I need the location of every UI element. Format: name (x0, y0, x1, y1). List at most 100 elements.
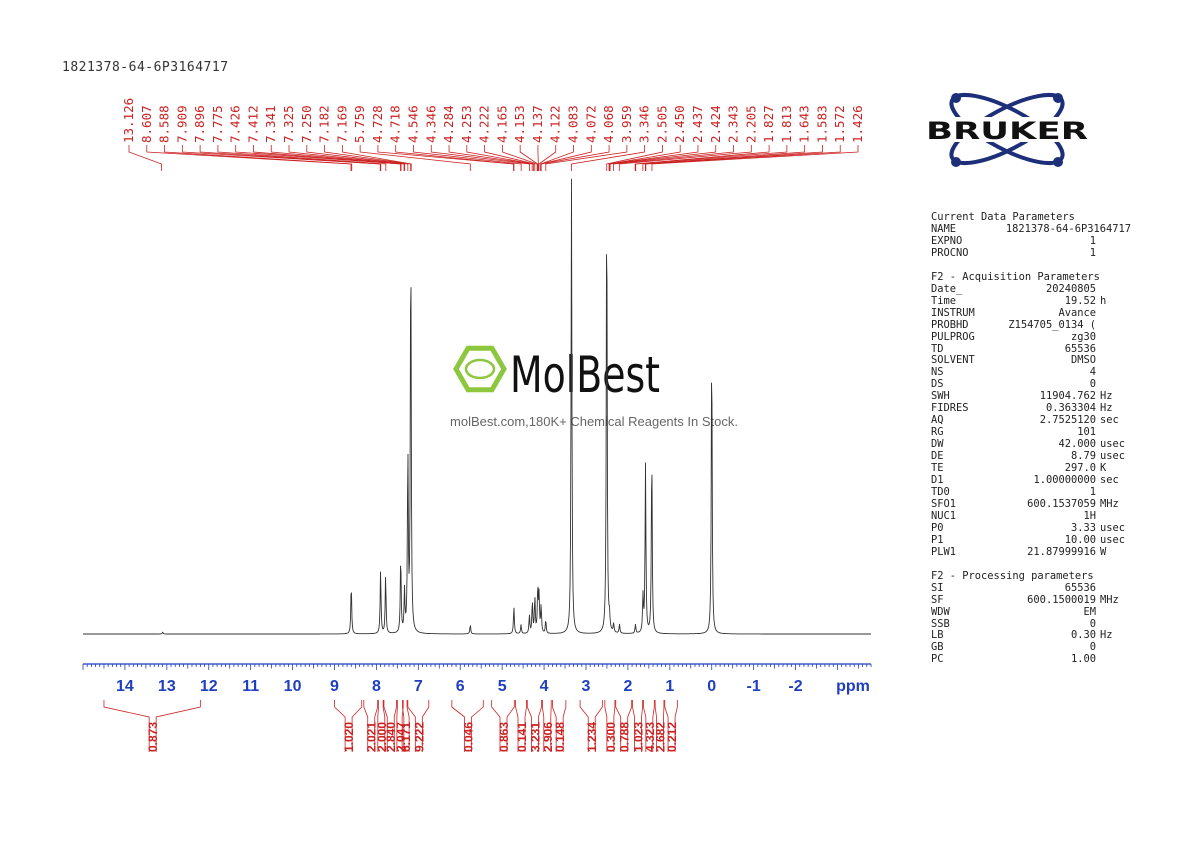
param-row-expno: EXPNO 1 (931, 235, 1131, 248)
peak-label: 7.909 (174, 105, 189, 143)
peak-label: 7.182 (317, 105, 332, 143)
integral-label: 1.020 (342, 722, 356, 752)
molbest-watermark: MolBest molBest.com,180K+ Chemical Reagen… (450, 345, 738, 429)
peak-connector (128, 145, 162, 171)
integral-label: 0.141 (515, 722, 529, 752)
current-params-list: NAME 1821378-64-6P3164717 EXPNO 1 PROCNO 1 (931, 223, 1131, 260)
integral-bracket (604, 700, 608, 752)
bruker-electron-icon (1053, 157, 1063, 167)
param-value: 1H (1083, 509, 1096, 522)
param-unit: sec (1100, 474, 1119, 487)
peak-connector (540, 145, 574, 171)
param-value: 4 (1089, 366, 1096, 379)
bruker-text-bg (925, 117, 1090, 142)
param-key: TE (931, 462, 944, 475)
peak-label: 7.325 (281, 105, 296, 143)
acquisition-params-list: Date_ 20240805 Time 19.52 h INSTRUM Avance PROB… (931, 283, 1131, 559)
param-row-lb: LB 0.30 Hz (931, 630, 1131, 642)
param-key: P0 (931, 521, 944, 534)
x-tick-label: 14 (116, 678, 134, 695)
peak-connector (288, 145, 406, 171)
param-unit: usec (1100, 450, 1126, 463)
integral-bracket (401, 700, 405, 752)
peak-connector (609, 145, 699, 171)
param-key: DS (931, 378, 944, 391)
param-row-ns: NS 4 (931, 366, 1131, 379)
x-tick-label: 3 (582, 678, 591, 695)
integral-bracket (407, 700, 416, 752)
param-value: 11904.762 (1039, 390, 1096, 403)
x-tick-label: 6 (456, 678, 465, 695)
integral-label: 0.873 (146, 722, 160, 752)
peak-label: 1.426 (850, 105, 865, 143)
param-value: DMSO (1070, 354, 1096, 367)
param-key: PULPROG (931, 330, 975, 343)
param-value: 0 (1089, 378, 1096, 391)
peak-label: 5.759 (352, 105, 367, 143)
param-key: INSTRUM (931, 306, 975, 319)
peak-label: 7.250 (299, 105, 314, 143)
param-value: 1.00 (1070, 653, 1096, 666)
x-tick-label: 10 (284, 678, 302, 695)
param-unit: usec (1100, 438, 1126, 451)
param-row-td0: TD0 1 (931, 486, 1131, 499)
param-value: 19.52 (1064, 294, 1096, 307)
peak-connector (448, 145, 533, 171)
x-axis-title: ppm (836, 678, 870, 695)
peak-connector (651, 145, 859, 171)
peak-connector (324, 145, 412, 171)
integral-bracket (515, 700, 519, 752)
param-key: PC (931, 653, 944, 666)
param-unit: K (1100, 462, 1107, 475)
param-row-ds: DS 0 (931, 378, 1131, 391)
peak-label: 13.126 (121, 98, 136, 143)
integral-bracket (643, 700, 647, 752)
peak-connector (217, 145, 387, 171)
x-tick-label: -2 (788, 678, 802, 695)
spectrum-line (83, 178, 871, 635)
integral-bracket (155, 700, 201, 752)
param-row-de: DE 8.79 usec (931, 450, 1131, 463)
integral-bracket (421, 700, 430, 752)
param-key: P1 (931, 533, 944, 546)
peak-label: 4.284 (441, 105, 456, 143)
peak-label: 8.607 (139, 105, 154, 143)
peak-connector (501, 145, 538, 171)
parameters-panel: Current Data Parameters NAME 1821378-64-6… (931, 211, 1131, 666)
integral-bracket (664, 700, 669, 752)
param-key: PROCNO (931, 246, 969, 259)
param-row-p1: P1 10.00 usec (931, 533, 1131, 547)
peak-connector (181, 145, 381, 171)
peak-label: 4.137 (530, 105, 545, 143)
integral-bracket (632, 700, 635, 752)
molbest-hexagon-icon (453, 345, 507, 393)
param-value: 3.33 (1070, 521, 1096, 534)
param-row-gb: GB 0 (931, 641, 1131, 654)
param-row-td: TD 65536 (931, 342, 1131, 356)
peak-label: 4.718 (388, 105, 403, 143)
current-params-title: Current Data Parameters (931, 211, 1075, 223)
peak-connector (606, 145, 663, 171)
param-row-p0: P0 3.33 usec (931, 521, 1131, 535)
integral-bracket (471, 700, 484, 752)
integral-bracket (538, 700, 542, 752)
bruker-electron-icon (951, 157, 961, 167)
integral-bracket (393, 700, 397, 752)
param-value: EM (1083, 605, 1096, 618)
integral-label: 2.047 (394, 722, 408, 752)
param-value: 1.00000000 (1033, 474, 1096, 487)
param-unit: W (1100, 545, 1107, 558)
param-key: SF (931, 593, 944, 606)
integral-bracket (351, 700, 363, 752)
x-tick-label: 8 (372, 678, 381, 695)
param-value: 42.000 (1058, 438, 1096, 451)
integral-label: 3.231 (528, 722, 542, 752)
integral-label: 0.788 (618, 722, 632, 752)
peak-connector (519, 145, 539, 171)
param-unit: usec (1100, 533, 1126, 546)
param-key: TD (931, 342, 944, 355)
param-row-probhd: PROBHD Z154705_0134 ( (931, 319, 1131, 332)
param-value: zg30 (1070, 330, 1096, 343)
peak-connector (642, 145, 806, 171)
